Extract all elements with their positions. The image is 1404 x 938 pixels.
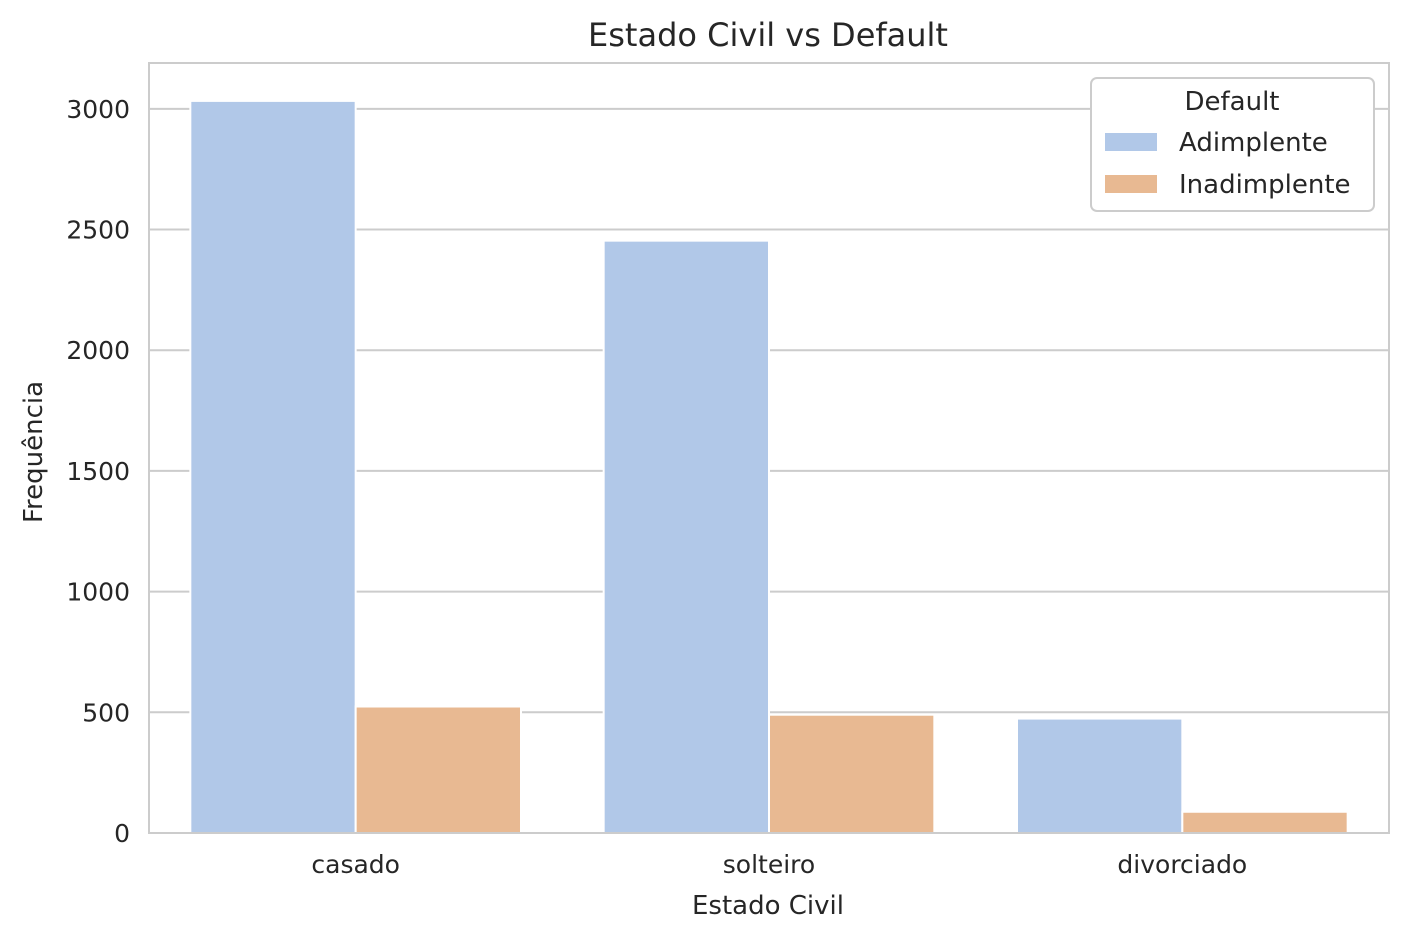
y-tick-label: 0 <box>114 819 130 848</box>
y-tick-label: 1000 <box>66 578 130 607</box>
y-tick-label: 2500 <box>66 216 130 245</box>
legend-swatch-inadimplente <box>1105 175 1157 193</box>
bars <box>189 99 1349 835</box>
y-tick-label: 2000 <box>66 336 130 365</box>
y-tick-labels: 0 500 1000 1500 2000 2500 3000 <box>66 95 130 848</box>
x-axis-label: Estado Civil <box>692 891 844 921</box>
legend-label-adimplente: Adimplente <box>1179 128 1328 158</box>
x-tick-label: casado <box>311 850 400 879</box>
plot-frame <box>148 62 1390 834</box>
legend: Default Adimplente Inadimplente <box>1090 77 1375 212</box>
chart-title: Estado Civil vs Default <box>588 16 948 54</box>
bar-solteiro-adimplente <box>602 239 771 835</box>
bar-divorciado-inadimplente <box>1181 810 1349 834</box>
legend-swatch-adimplente <box>1105 133 1157 151</box>
legend-label-inadimplente: Inadimplente <box>1179 170 1351 200</box>
x-tick-label: divorciado <box>1117 850 1247 879</box>
legend-box <box>1090 77 1375 212</box>
bar-solteiro-inadimplente <box>768 713 936 834</box>
y-tick-label: 500 <box>82 698 130 727</box>
y-tick-label: 3000 <box>66 95 130 124</box>
x-tick-labels: casado solteiro divorciado <box>311 850 1247 879</box>
y-axis-label: Frequência <box>19 381 49 523</box>
bar-divorciado-adimplente <box>1016 717 1184 834</box>
bar-casado-adimplente <box>189 99 357 835</box>
bar-casado-inadimplente <box>354 705 522 834</box>
legend-title: Default <box>1185 87 1280 117</box>
x-tick-label: solteiro <box>723 850 815 879</box>
y-tick-label: 1500 <box>66 457 130 486</box>
